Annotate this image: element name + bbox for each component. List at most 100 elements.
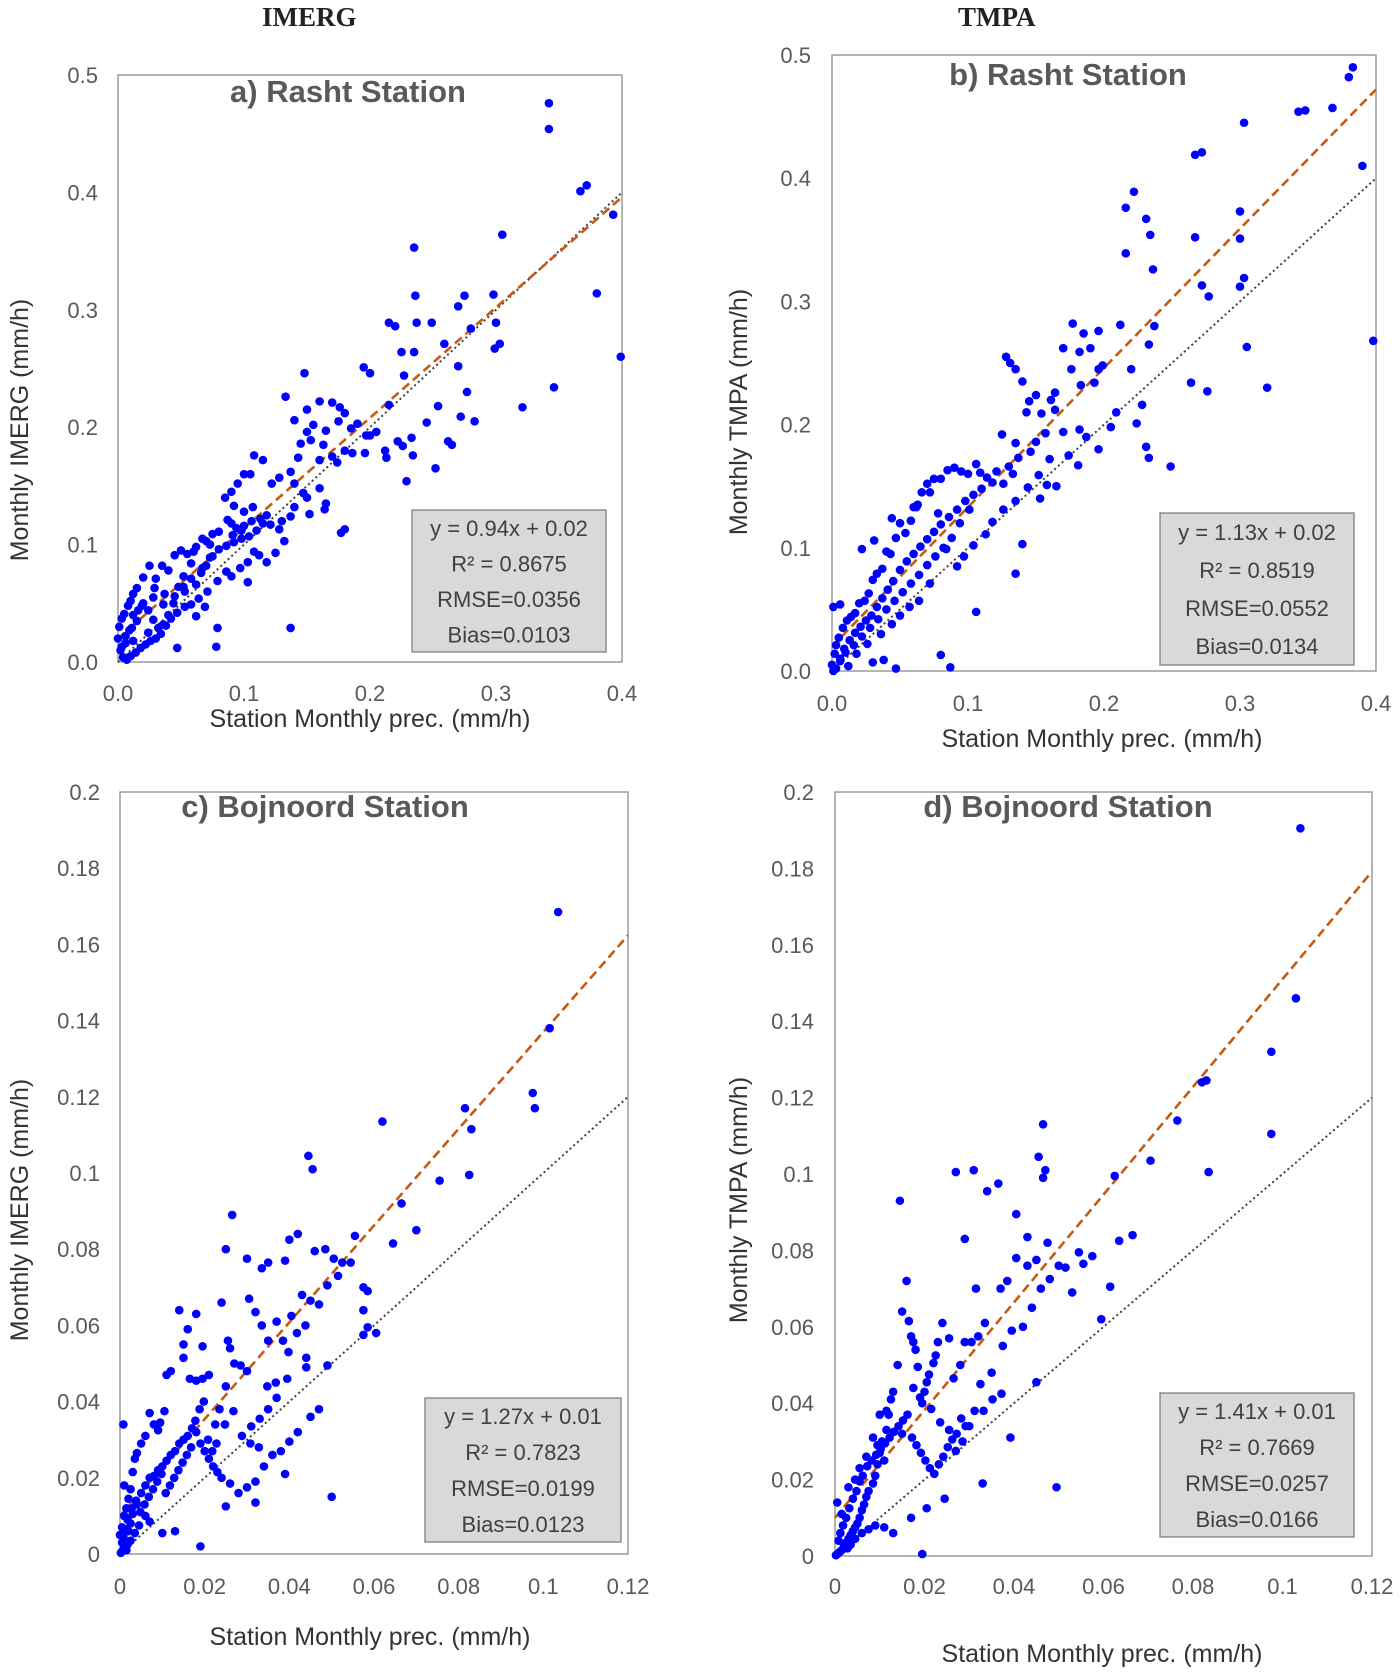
chart-2-stats-line: y = 1.13x + 0.02 bbox=[1178, 520, 1336, 545]
chart-4-data-point bbox=[921, 1456, 930, 1465]
chart-3-data-point bbox=[221, 1382, 231, 1391]
chart-1-xtick-label: 0.4 bbox=[607, 681, 638, 706]
chart-3-xtick-label: 0.12 bbox=[607, 1574, 650, 1599]
chart-2-data-point bbox=[1126, 364, 1136, 374]
chart-4-data-point bbox=[1007, 1326, 1017, 1335]
chart-1-data-point bbox=[137, 601, 147, 610]
chart-1-data-point bbox=[191, 580, 201, 589]
chart-1-data-point bbox=[409, 347, 419, 357]
chart-1-data-point bbox=[353, 419, 362, 428]
chart-2-data-point bbox=[1018, 539, 1027, 549]
chart-4-data-point bbox=[994, 1179, 1003, 1188]
chart-3-data-point bbox=[160, 1406, 169, 1416]
chart-2-data-point bbox=[1037, 409, 1046, 418]
chart-4-data-point bbox=[1088, 1251, 1097, 1261]
chart-2-data-point bbox=[997, 430, 1007, 439]
chart-2-data-point bbox=[887, 513, 897, 523]
chart-1-data-point bbox=[157, 561, 167, 571]
chart-1-data-point bbox=[398, 441, 408, 451]
chart-4-data-point bbox=[906, 1513, 916, 1523]
chart-3-data-point bbox=[397, 1199, 406, 1208]
chart-3-data-point bbox=[170, 1446, 180, 1456]
chart-2-data-point bbox=[878, 594, 887, 603]
chart-4-data-point bbox=[882, 1406, 891, 1416]
chart-1-data-point bbox=[384, 318, 394, 328]
chart-1-data-point bbox=[258, 455, 268, 465]
chart-2-data-point bbox=[1166, 462, 1175, 471]
chart-3-data-point bbox=[263, 1258, 273, 1267]
chart-1-data-point bbox=[200, 602, 210, 612]
chart-1-data-point bbox=[148, 593, 158, 602]
chart-4-data-point bbox=[1074, 1248, 1084, 1257]
chart-3-ytick-label: 0.14 bbox=[57, 1009, 100, 1034]
chart-2-data-point bbox=[1239, 118, 1249, 128]
chart-3-data-point bbox=[304, 1151, 313, 1161]
chart-2-data-point bbox=[1001, 352, 1011, 362]
chart-1-ytick-label: 0.1 bbox=[67, 533, 98, 558]
chart-4-data-point bbox=[868, 1479, 878, 1488]
chart-3-data-point bbox=[204, 1370, 214, 1380]
chart-2-data-point bbox=[868, 658, 878, 667]
chart-2-data-point bbox=[838, 623, 848, 633]
chart-3-data-point bbox=[276, 1446, 286, 1456]
chart-1-data-point bbox=[249, 451, 259, 460]
chart-1-data-point bbox=[300, 368, 309, 378]
chart-3-data-point bbox=[242, 1366, 252, 1376]
chart-1-data-point bbox=[117, 614, 127, 623]
chart-3-data-point bbox=[130, 1528, 140, 1538]
chart-4-data-point bbox=[1018, 1322, 1028, 1332]
chart-1-data-point bbox=[286, 512, 295, 521]
chart-3-data-point bbox=[259, 1462, 269, 1471]
chart-1-data-point bbox=[164, 566, 173, 575]
chart-1-data-point bbox=[191, 611, 201, 621]
chart-1-data-point bbox=[427, 318, 437, 328]
chart-3-data-point bbox=[128, 1467, 137, 1477]
chart-1-data-point bbox=[608, 210, 618, 220]
chart-2-data-point bbox=[988, 478, 997, 487]
chart-4-data-point bbox=[897, 1429, 907, 1439]
chart-1-data-point bbox=[456, 412, 466, 421]
chart-3-data-point bbox=[157, 1469, 166, 1479]
chart-2-data-point bbox=[1090, 378, 1099, 388]
chart-3-data-point bbox=[217, 1298, 226, 1307]
chart-3-data-point bbox=[191, 1416, 200, 1425]
chart-4-data-point bbox=[924, 1370, 934, 1379]
chart-3-data-point bbox=[131, 1496, 141, 1505]
chart-2-data-point bbox=[1005, 358, 1015, 368]
chart-1-data-point bbox=[239, 507, 249, 517]
chart-4-data-point bbox=[982, 1186, 992, 1196]
chart-3-ytick-label: 0.1 bbox=[69, 1161, 100, 1186]
chart-3-data-point bbox=[141, 1481, 150, 1490]
chart-4-data-point bbox=[934, 1460, 944, 1469]
chart-1-data-point bbox=[170, 591, 179, 601]
chart-3-data-point bbox=[119, 1532, 128, 1542]
chart-1-data-point bbox=[205, 540, 215, 549]
chart-3-data-point bbox=[292, 1328, 302, 1338]
chart-1-data-point bbox=[150, 583, 159, 593]
chart-3-data-point bbox=[174, 1465, 183, 1475]
chart-3-data-point bbox=[363, 1286, 372, 1296]
chart-4-data-point bbox=[858, 1471, 868, 1481]
chart-3-data-point bbox=[136, 1507, 145, 1517]
chart-4-data-point bbox=[938, 1452, 948, 1461]
chart-3-data-point bbox=[297, 1290, 307, 1300]
chart-1-stats-line: RMSE=0.0356 bbox=[437, 587, 581, 612]
chart-3-xtick-label: 0.08 bbox=[437, 1574, 480, 1599]
chart-2-data-point bbox=[1014, 453, 1023, 463]
chart-1-data-point bbox=[359, 363, 369, 372]
chart-3-data-point bbox=[199, 1397, 209, 1406]
chart-2-data-point bbox=[999, 479, 1008, 489]
chart-1-data-point bbox=[122, 655, 132, 664]
chart-4-data-point bbox=[857, 1505, 867, 1515]
chart-3-data-point bbox=[198, 1342, 207, 1351]
chart-2-data-point bbox=[1141, 442, 1151, 452]
chart-1-data-point bbox=[327, 398, 337, 407]
chart-1-data-point bbox=[407, 433, 416, 443]
chart-4-ytick-label: 0.08 bbox=[771, 1238, 814, 1263]
chart-1-data-point bbox=[412, 318, 421, 328]
chart-4-ytick-label: 0.2 bbox=[783, 780, 814, 805]
chart-1-data-point bbox=[402, 476, 411, 486]
chart-3-data-point bbox=[152, 1477, 162, 1486]
chart-1-data-point bbox=[227, 571, 236, 581]
chart-4-data-point bbox=[902, 1276, 911, 1286]
